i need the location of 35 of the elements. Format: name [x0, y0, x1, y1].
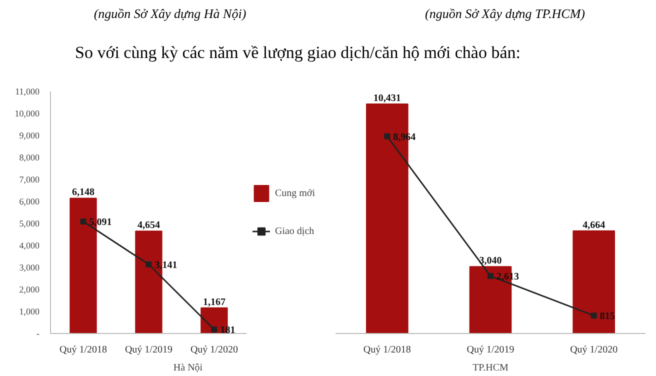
data-label: 1,167: [202, 296, 226, 308]
x-tick-label: Quý 1/2020: [570, 344, 618, 356]
text: (nguồn Sở Xây dựng TP.HCM): [424, 5, 586, 23]
y-tick-label: -: [36, 328, 40, 338]
data-label: 3,040: [479, 256, 502, 267]
data-label: 4,654: [137, 220, 160, 232]
x-tick-label: Quý 1/2018: [59, 344, 107, 356]
y-tick-label: 4,000: [19, 240, 40, 250]
y-tick-label: 9,000: [19, 130, 40, 140]
y-tick-label: 8,000: [19, 152, 40, 162]
y-tick-label: 11,000: [15, 86, 40, 96]
data-label: 815: [600, 311, 615, 322]
y-tick-label: 6,000: [19, 196, 40, 206]
point: [211, 326, 218, 333]
y-tick-label: 5,000: [19, 218, 40, 228]
y-tick-label: 10,000: [14, 108, 40, 118]
y-tick-label: 2,000: [19, 284, 40, 294]
x-tick-label: Quý 1/2019: [124, 344, 172, 356]
x-tick-label: Quý 1/2020: [190, 344, 238, 356]
y-tick-label: 3,000: [19, 262, 40, 272]
x-tick-label: Quý 1/2018: [363, 344, 411, 356]
x-axis-title: Hà Nội: [173, 362, 203, 374]
legend-label: Cung mới: [274, 188, 315, 198]
data-label: 10,431: [373, 93, 401, 104]
legend-label: Giao dịch: [274, 226, 314, 236]
text: (nguồn Sở Xây dựng Hà Nội): [94, 5, 246, 23]
point: [80, 218, 86, 224]
x-axis-title: TP.HCM: [472, 362, 509, 374]
point: [146, 261, 152, 268]
text: So với cùng kỳ các năm về lượng giao dịch/căn hộ mới chào bán:: [75, 42, 520, 64]
data-label: 6,148: [72, 187, 94, 198]
y-tick-label: 7,000: [19, 174, 40, 184]
y-tick-label: 1,000: [19, 306, 40, 316]
data-label: 4,664: [582, 220, 606, 231]
x-tick-label: Quý 1/2019: [466, 344, 514, 356]
